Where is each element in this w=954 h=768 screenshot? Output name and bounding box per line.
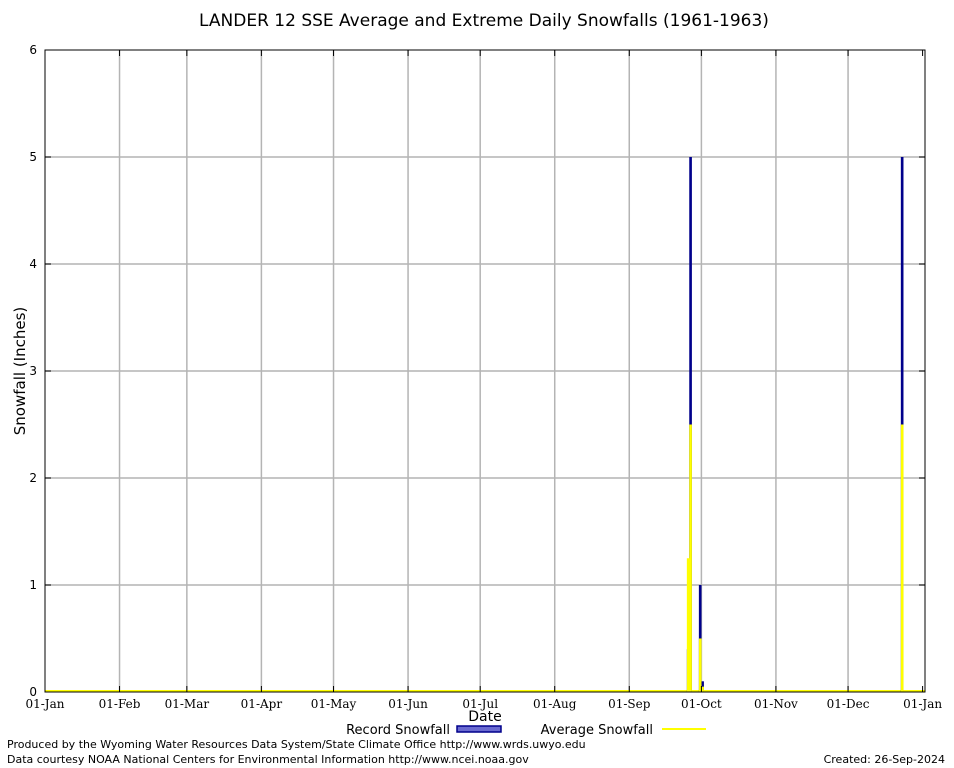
average-snowfall-bar	[698, 638, 702, 692]
y-tick-label: 2	[29, 471, 37, 485]
x-tick-label: 01-Apr	[241, 697, 283, 711]
y-tick-label: 6	[29, 43, 37, 57]
y-tick-label: 1	[29, 578, 37, 592]
legend-label-average: Average Snowfall	[541, 723, 653, 738]
y-tick-label: 5	[29, 150, 37, 164]
footer-data-courtesy: Data courtesy NOAA National Centers for …	[7, 753, 529, 766]
legend-label-record: Record Snowfall	[346, 723, 450, 738]
y-tick-label: 4	[29, 257, 37, 271]
bars	[45, 157, 925, 692]
y-tick-label: 0	[29, 685, 37, 699]
x-tick-label: 01-Jul	[462, 697, 498, 711]
y-axis-label: Snowfall (Inches)	[11, 307, 29, 435]
x-axis-label: Date	[468, 709, 501, 725]
x-tick-label: 01-Feb	[99, 697, 141, 711]
grid	[45, 50, 925, 692]
chart-title: LANDER 12 SSE Average and Extreme Daily …	[199, 11, 769, 31]
legend: Record Snowfall Average Snowfall	[346, 723, 706, 738]
footer-produced-by: Produced by the Wyoming Water Resources …	[7, 738, 586, 751]
x-tick-label: 01-Aug	[533, 697, 577, 711]
x-ticks: 01-Jan 01-Feb 01-Mar 01-Apr 01-May 01-Jun 01-J…	[25, 50, 942, 711]
x-tick-label: 01-May	[311, 697, 357, 711]
x-tick-label: 01-Sep	[608, 697, 651, 711]
x-tick-label: 01-Dec	[827, 697, 870, 711]
x-tick-label: 01-Nov	[754, 697, 798, 711]
average-snowfall-bar	[689, 424, 692, 692]
average-snowfall-bar	[686, 558, 690, 692]
x-tick-label: 01-Jan	[903, 697, 942, 711]
y-tick-label: 3	[29, 364, 37, 378]
average-snowfall-bar	[900, 424, 904, 692]
y-ticks: 0 1 2 3 4 5 6	[29, 43, 925, 699]
legend-swatch-record	[456, 725, 502, 733]
x-tick-label: 01-Mar	[165, 697, 210, 711]
x-tick-label: 01-Jan	[25, 697, 64, 711]
average-snowfall-bar	[701, 686, 704, 692]
x-tick-label: 01-Jun	[388, 697, 428, 711]
x-tick-label: 01-Oct	[681, 697, 722, 711]
footer-created-date: Created: 26-Sep-2024	[824, 753, 945, 766]
